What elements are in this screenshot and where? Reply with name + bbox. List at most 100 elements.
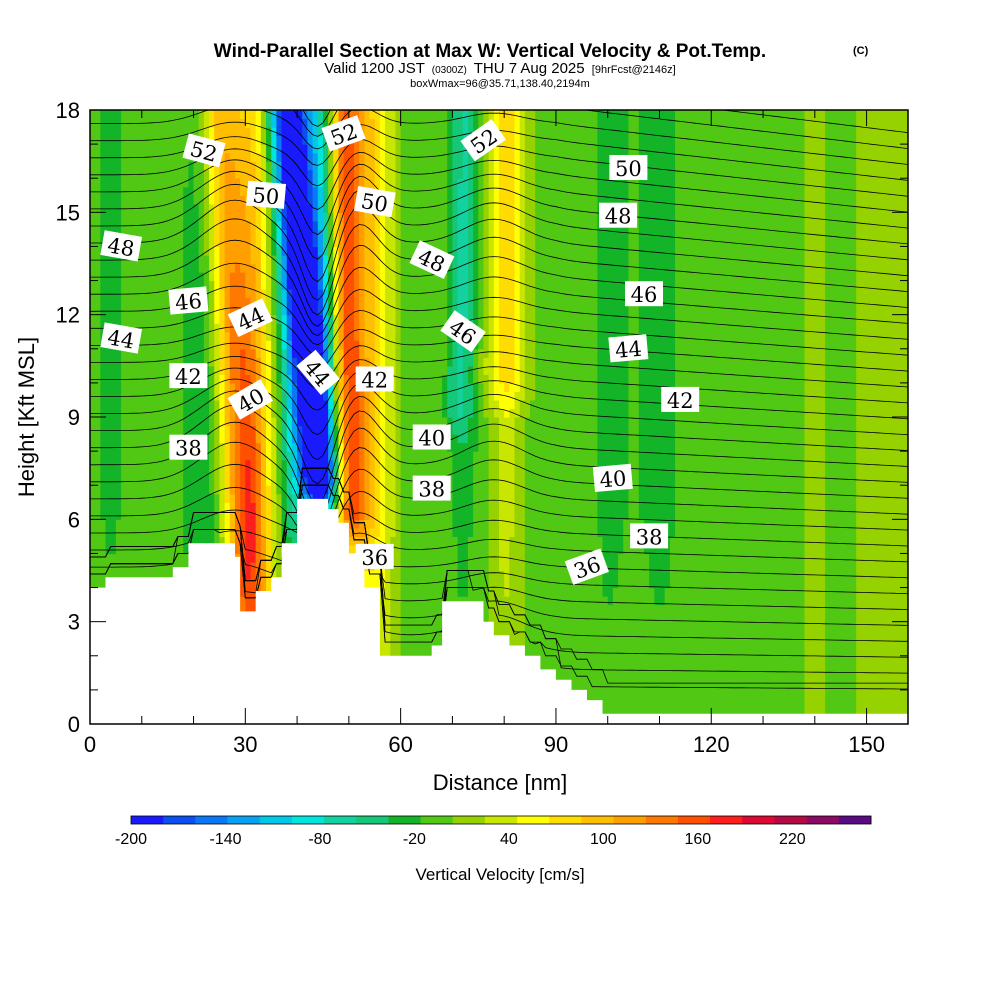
velocity-cell — [110, 127, 117, 137]
velocity-cell — [193, 118, 200, 128]
velocity-cell — [364, 297, 371, 307]
velocity-cell — [214, 365, 221, 375]
velocity-cell — [369, 297, 376, 307]
velocity-cell — [359, 237, 365, 248]
velocity-cell — [426, 613, 433, 623]
velocity-cell — [338, 502, 345, 512]
velocity-cell — [410, 399, 417, 410]
velocity-cell — [431, 186, 438, 196]
velocity-cell — [121, 434, 127, 444]
velocity-cell — [136, 280, 143, 290]
velocity-cell — [374, 220, 381, 230]
velocity-cell — [343, 374, 350, 384]
velocity-cell — [359, 314, 365, 324]
velocity-cell — [100, 459, 107, 469]
velocity-cell — [266, 263, 272, 273]
velocity-cell — [431, 314, 438, 324]
velocity-cell — [126, 502, 133, 512]
velocity-cell — [266, 246, 272, 256]
velocity-cell — [312, 442, 319, 452]
velocity-cell — [95, 561, 101, 572]
velocity-cell — [183, 417, 189, 427]
velocity-cell — [110, 203, 117, 213]
velocity-cell — [431, 536, 438, 546]
velocity-cell — [426, 417, 433, 427]
velocity-cell — [442, 561, 448, 572]
velocity-cell — [100, 561, 107, 572]
velocity-cell — [255, 468, 262, 478]
velocity-cell — [100, 519, 107, 529]
velocity-cell — [354, 519, 360, 529]
velocity-cell — [307, 348, 314, 358]
velocity-cell — [328, 459, 334, 469]
velocity-cell — [395, 323, 402, 333]
velocity-cell — [400, 527, 407, 537]
velocity-cell — [385, 451, 391, 461]
velocity-cell — [322, 289, 329, 299]
velocity-cell — [146, 161, 153, 171]
velocity-cell — [354, 110, 360, 120]
velocity-cell — [162, 536, 169, 546]
velocity-cell — [410, 451, 417, 461]
velocity-cell — [126, 468, 133, 478]
velocity-cell — [255, 254, 262, 265]
velocity-cell — [390, 323, 397, 333]
velocity-cell — [121, 493, 127, 503]
velocity-cell — [302, 220, 309, 230]
velocity-cell — [307, 468, 314, 478]
velocity-cell — [260, 229, 267, 239]
velocity-cell — [442, 408, 448, 418]
velocity-cell — [276, 553, 283, 563]
velocity-cell — [193, 459, 200, 469]
velocity-cell — [390, 297, 397, 307]
velocity-cell — [95, 331, 101, 341]
velocity-cell — [266, 459, 272, 469]
velocity-cell — [400, 178, 407, 188]
velocity-cell — [95, 553, 101, 563]
velocity-cell — [328, 391, 334, 401]
velocity-cell — [302, 408, 309, 418]
velocity-cell — [229, 246, 236, 256]
velocity-cell — [178, 110, 184, 120]
velocity-cell — [395, 451, 402, 461]
velocity-cell — [281, 536, 288, 546]
velocity-cell — [193, 186, 200, 196]
velocity-cell — [152, 280, 158, 290]
velocity-cell — [131, 468, 138, 478]
velocity-cell — [146, 519, 153, 529]
velocity-cell — [162, 348, 169, 358]
velocity-cell — [271, 340, 277, 350]
velocity-cell — [410, 280, 417, 290]
velocity-cell — [436, 110, 443, 120]
velocity-cell — [369, 519, 376, 529]
velocity-cell — [436, 519, 443, 529]
velocity-cell — [240, 357, 246, 367]
velocity-cell — [312, 254, 319, 265]
velocity-cell — [224, 510, 231, 520]
velocity-cell — [410, 195, 417, 205]
velocity-cell — [385, 357, 391, 367]
velocity-cell — [395, 382, 402, 393]
velocity-cell — [266, 280, 272, 290]
velocity-cell — [193, 280, 200, 290]
velocity-cell — [90, 561, 96, 572]
velocity-cell — [183, 272, 189, 282]
velocity-cell — [271, 323, 277, 333]
velocity-cell — [260, 510, 267, 520]
velocity-cell — [395, 613, 402, 623]
velocity-cell — [317, 442, 324, 452]
velocity-cell — [167, 263, 174, 273]
velocity-cell — [240, 280, 246, 290]
velocity-cell — [286, 519, 293, 529]
velocity-cell — [95, 519, 101, 529]
velocity-cell — [146, 468, 153, 478]
velocity-cell — [260, 220, 267, 230]
velocity-cell — [374, 459, 381, 469]
velocity-cell — [115, 306, 122, 316]
velocity-cell — [203, 127, 210, 137]
velocity-cell — [333, 254, 340, 265]
velocity-cell — [240, 579, 246, 589]
velocity-cell — [426, 203, 433, 213]
velocity-cell — [328, 502, 334, 512]
velocity-cell — [126, 451, 133, 461]
